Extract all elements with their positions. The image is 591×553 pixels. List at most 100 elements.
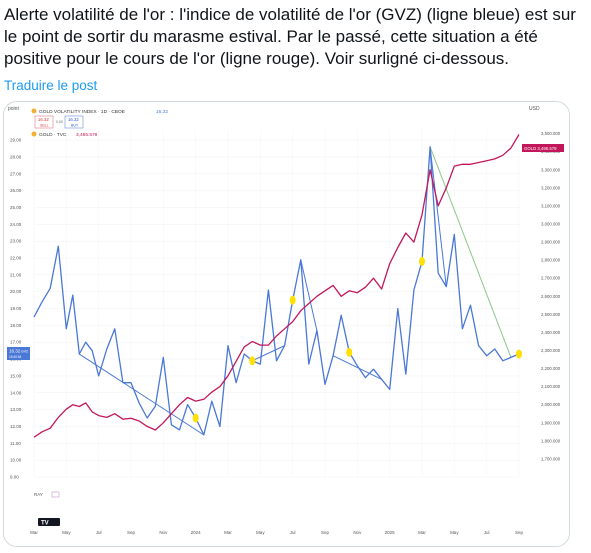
left-tick-label: 29.00 bbox=[10, 138, 22, 143]
left-tick-label: 20.00 bbox=[10, 289, 22, 294]
left-tick-label: 10.00 bbox=[10, 458, 22, 463]
trend-lines bbox=[78, 146, 512, 436]
x-tick-label: Jul bbox=[96, 530, 102, 535]
left-tick-label: 19.00 bbox=[10, 306, 22, 311]
right-tick-label: 2,200.000 bbox=[541, 366, 561, 371]
x-tick-label: Jul bbox=[484, 530, 490, 535]
gvz-axis-tag-label: GVZ bbox=[21, 350, 29, 354]
right-tick-label: 2,900.000 bbox=[541, 240, 561, 245]
x-tick-label: Sep bbox=[515, 530, 524, 535]
top-left-label: point bbox=[8, 106, 19, 112]
series-lines bbox=[33, 134, 520, 438]
gold-last-value: 3,485.579 bbox=[76, 132, 98, 138]
x-tick-label: Sep bbox=[321, 530, 330, 535]
gold-axis-tag-value: GOLD 3,495.579 bbox=[524, 146, 557, 151]
highlight-markers bbox=[192, 256, 522, 423]
logo-text: TV bbox=[41, 521, 49, 527]
ray-label: RAY bbox=[34, 492, 43, 497]
highlight-marker bbox=[346, 347, 353, 357]
tweet-text: Alerte volatilité de l'or : l'indice de … bbox=[4, 5, 576, 68]
highlight-marker bbox=[289, 295, 296, 305]
x-tick-label: May bbox=[62, 530, 71, 535]
gvz-symbol-icon bbox=[31, 108, 37, 114]
x-tick-label: Mar bbox=[418, 530, 426, 535]
gvz-series-line bbox=[33, 146, 520, 436]
tweet-media-chart[interactable]: 29.00 28.00 27.00 26.00 25.00 24.00 23.00 22.00… bbox=[3, 101, 570, 547]
left-axis: 29.00 28.00 27.00 26.00 25.00 24.00 23.00 22.00… bbox=[10, 138, 22, 480]
buy-button[interactable]: 16.32 BUY bbox=[64, 115, 84, 129]
x-tick-label: Jul bbox=[290, 530, 296, 535]
buy-label: BUY bbox=[71, 124, 79, 128]
right-tick-label: 1,800.000 bbox=[541, 438, 561, 443]
trend-line-blue bbox=[252, 345, 285, 362]
ray-color-swatch bbox=[51, 491, 60, 498]
right-tick-label: 1,700.000 bbox=[541, 456, 561, 461]
right-tick-label: 2,000.000 bbox=[541, 402, 561, 407]
spread-value: 0.00 bbox=[56, 120, 63, 124]
x-tick-label: Mar bbox=[30, 530, 38, 535]
highlight-marker bbox=[516, 349, 522, 359]
x-tick-label: Nov bbox=[159, 530, 168, 535]
left-tick-label: 11.00 bbox=[10, 441, 21, 446]
left-tick-label: 12.00 bbox=[10, 424, 22, 429]
left-tick-label: 27.00 bbox=[10, 171, 22, 176]
x-tick-label: 2024 bbox=[191, 530, 202, 535]
tradingview-logo: TV bbox=[38, 518, 60, 527]
right-tick-label: 1,900.000 bbox=[541, 420, 561, 425]
x-tick-label: May bbox=[450, 530, 459, 535]
right-tick-label: 3,300.000 bbox=[541, 167, 561, 172]
highlight-marker bbox=[192, 413, 199, 423]
left-tick-label: 18.00 bbox=[10, 323, 22, 328]
right-tick-label: 3,000.000 bbox=[541, 221, 561, 226]
left-tick-label: 15.00 bbox=[10, 373, 22, 378]
left-tick-label: 9.00 bbox=[10, 475, 19, 480]
highlight-marker bbox=[249, 356, 256, 366]
x-tick-label: Nov bbox=[353, 530, 362, 535]
left-tick-label: 14.00 bbox=[10, 390, 22, 395]
right-tick-label: 2,600.000 bbox=[541, 294, 561, 299]
translate-post-link[interactable]: Traduire le post bbox=[4, 78, 98, 93]
highlight-marker bbox=[419, 256, 425, 266]
gvz-axis-tag-sub: 15:40:54 bbox=[9, 355, 22, 359]
gvz-axis-tag-value: 16.32 bbox=[9, 349, 21, 354]
chart-background bbox=[4, 102, 569, 546]
sell-label: SELL bbox=[40, 124, 49, 128]
right-tick-label: 3,100.000 bbox=[541, 203, 561, 208]
x-tick-label: Mar bbox=[224, 530, 232, 535]
left-tick-label: 22.00 bbox=[10, 256, 22, 261]
right-axis-unit: USD bbox=[529, 106, 540, 112]
trend-line-blue bbox=[78, 353, 205, 436]
left-tick-label: 24.00 bbox=[10, 222, 22, 227]
x-tick-label: Sep bbox=[127, 530, 136, 535]
right-tick-label: 2,800.000 bbox=[541, 258, 561, 263]
right-tick-label: 3,500.000 bbox=[541, 131, 561, 136]
x-tick-label: May bbox=[256, 530, 265, 535]
trend-line-green bbox=[429, 146, 512, 358]
right-tick-label: 2,700.000 bbox=[541, 276, 561, 281]
right-tick-label: 2,300.000 bbox=[541, 348, 561, 353]
x-tick-label: 2025 bbox=[385, 530, 396, 535]
sell-button[interactable]: 16.32 SELL bbox=[34, 115, 54, 129]
gold-series-line bbox=[33, 134, 520, 438]
gvz-last-value: 16.32 bbox=[156, 109, 168, 115]
trend-line-blue bbox=[429, 146, 447, 287]
x-axis: Mar May Jul Sep Nov 2024 Mar May Jul Sep Nov 2025 Ma… bbox=[30, 530, 523, 535]
left-tick-label: 25.00 bbox=[10, 205, 22, 210]
left-tick-label: 17.00 bbox=[10, 340, 22, 345]
gold-title: GOLD · TVC bbox=[39, 132, 67, 138]
gold-symbol-icon bbox=[31, 131, 37, 137]
gvz-title: GOLD VOLATILITY INDEX · 1D · CBOE bbox=[39, 109, 125, 115]
buy-price: 16.32 bbox=[68, 117, 79, 122]
left-tick-label: 21.00 bbox=[10, 272, 22, 277]
trend-line-blue bbox=[332, 355, 382, 380]
gvz-gold-chart: 29.00 28.00 27.00 26.00 25.00 24.00 23.00 22.00… bbox=[4, 102, 569, 546]
left-tick-label: 26.00 bbox=[10, 188, 22, 193]
trend-line-blue bbox=[300, 259, 318, 331]
left-tick-label: 23.00 bbox=[10, 239, 22, 244]
gvz-axis-tag: 16.32 GVZ 15:40:54 bbox=[7, 347, 30, 360]
right-tick-label: 2,400.000 bbox=[541, 330, 561, 335]
gold-axis-tag: GOLD 3,495.579 bbox=[522, 144, 564, 152]
sell-price: 16.32 bbox=[38, 117, 49, 122]
right-tick-label: 3,200.000 bbox=[541, 185, 561, 190]
left-tick-label: 13.00 bbox=[10, 407, 22, 412]
